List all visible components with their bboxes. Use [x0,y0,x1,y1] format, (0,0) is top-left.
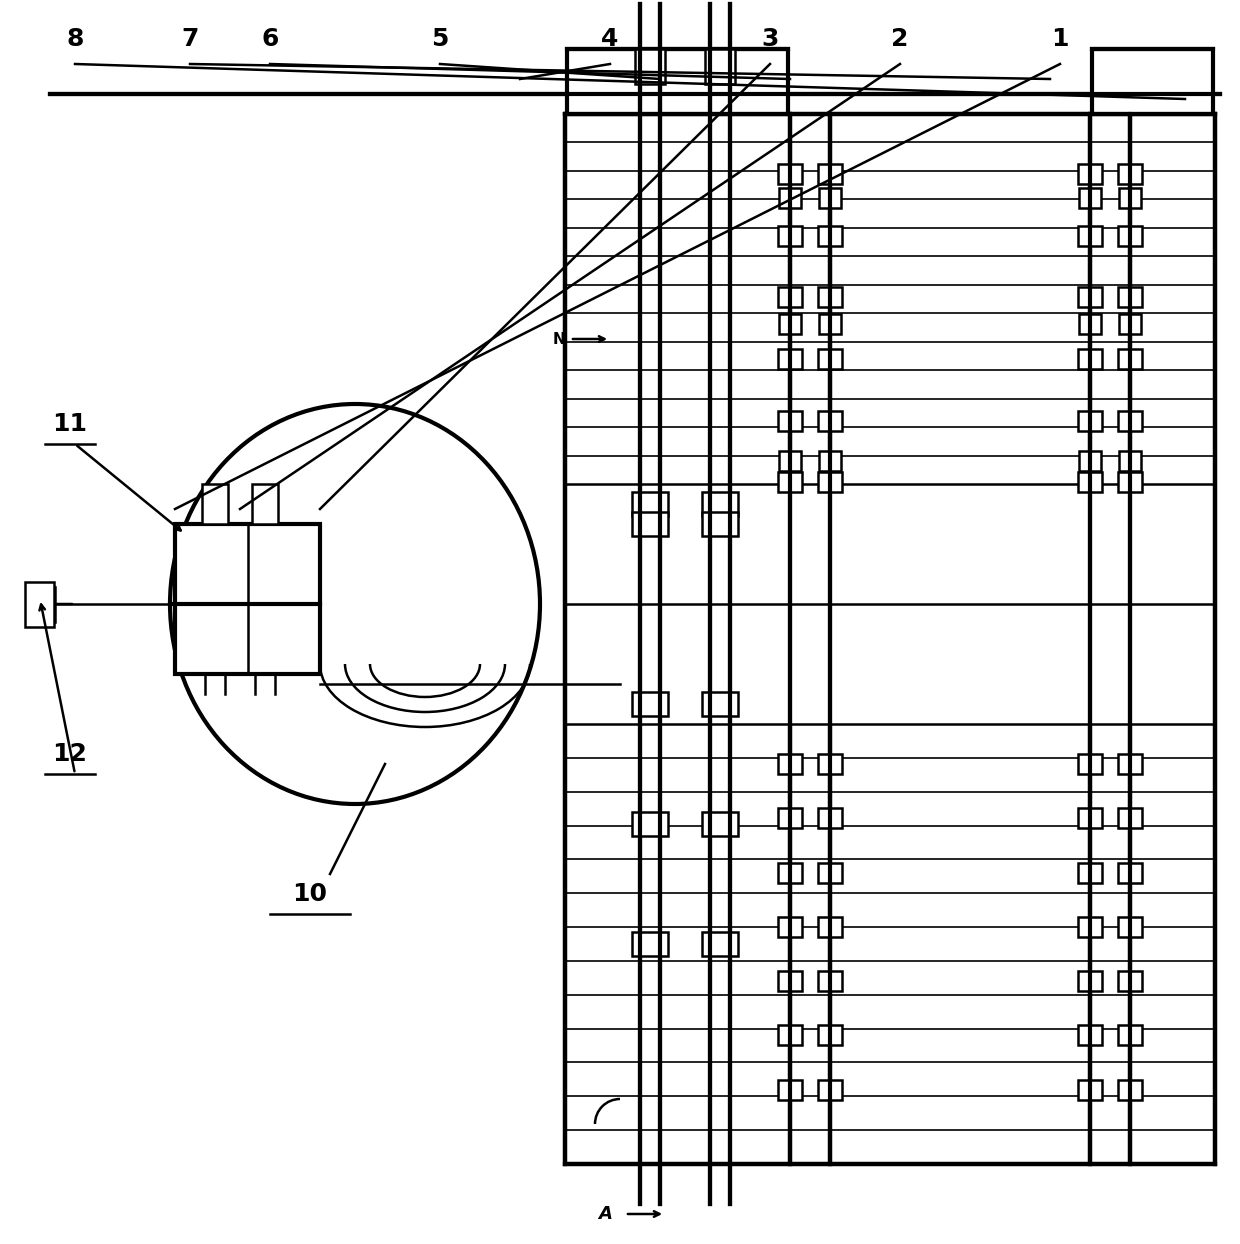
Bar [818,350,842,369]
Bar [818,862,842,882]
Bar [1118,917,1142,937]
Bar [702,513,738,536]
Bar [777,1025,802,1045]
Bar [1118,287,1142,307]
Bar [818,164,842,184]
Text: 8: 8 [66,27,83,51]
Bar [818,917,842,937]
Bar [779,188,801,208]
Bar [632,812,668,836]
Text: 12: 12 [52,741,88,766]
Bar [779,313,801,333]
Text: 7: 7 [181,27,198,51]
Bar [777,225,802,245]
Bar [30,586,55,622]
Bar [818,972,842,991]
Bar [1078,862,1102,882]
Bar [1118,1080,1142,1100]
Text: 4: 4 [601,27,619,51]
Bar [777,473,802,493]
Text: 6: 6 [262,27,279,51]
Bar [252,484,278,524]
Bar [1078,1025,1102,1045]
Bar [1118,164,1142,184]
Text: 5: 5 [432,27,449,51]
Bar [635,49,665,85]
Bar [1078,473,1102,493]
Bar [1118,1025,1142,1045]
Bar [818,473,842,493]
Bar [1079,188,1101,208]
Bar [777,917,802,937]
Bar [632,932,668,955]
Bar [1118,411,1142,430]
Bar [565,114,1215,1164]
Bar [1079,313,1101,333]
Text: N: N [552,331,565,347]
Bar [1079,450,1101,470]
Bar [1078,225,1102,245]
Bar [568,484,1211,724]
Bar [818,287,842,307]
Bar [175,524,320,674]
Bar [1078,287,1102,307]
Bar [779,450,801,470]
Bar [1078,411,1102,430]
Bar [1078,350,1102,369]
Bar [706,49,735,85]
Text: 1: 1 [1052,27,1069,51]
Bar [202,484,228,524]
Bar [632,692,668,717]
Bar [632,491,668,516]
Bar [1118,350,1142,369]
Bar [1118,809,1142,829]
Bar [777,411,802,430]
Bar [818,1080,842,1100]
Text: 11: 11 [52,412,88,435]
Bar [1118,450,1141,470]
Bar [1118,225,1142,245]
Bar [1118,754,1142,774]
Bar [818,188,841,208]
Bar [1118,972,1142,991]
Text: A: A [598,1205,611,1223]
Bar [818,450,841,470]
Bar [818,1025,842,1045]
Bar [1078,1080,1102,1100]
Bar [777,862,802,882]
Bar [1118,313,1141,333]
Bar [818,225,842,245]
Bar [702,692,738,717]
Bar [777,754,802,774]
Bar [632,513,668,536]
Bar [567,49,787,114]
Bar [702,491,738,516]
Bar [818,754,842,774]
Bar [818,411,842,430]
Bar [818,809,842,829]
Bar [702,932,738,955]
Bar [1078,754,1102,774]
Bar [702,812,738,836]
Text: 3: 3 [761,27,779,51]
Bar [777,350,802,369]
Bar [1078,917,1102,937]
Bar [1092,49,1213,114]
Text: 2: 2 [892,27,909,51]
Bar [777,1080,802,1100]
Bar [818,313,841,333]
Bar [1078,164,1102,184]
Bar [1118,188,1141,208]
Bar [1078,809,1102,829]
Bar [777,972,802,991]
Bar [777,809,802,829]
Bar [777,164,802,184]
Text: 10: 10 [293,882,327,906]
Bar [1118,862,1142,882]
Bar [1078,972,1102,991]
Bar [1118,473,1142,493]
Bar [777,287,802,307]
Bar [25,581,55,627]
